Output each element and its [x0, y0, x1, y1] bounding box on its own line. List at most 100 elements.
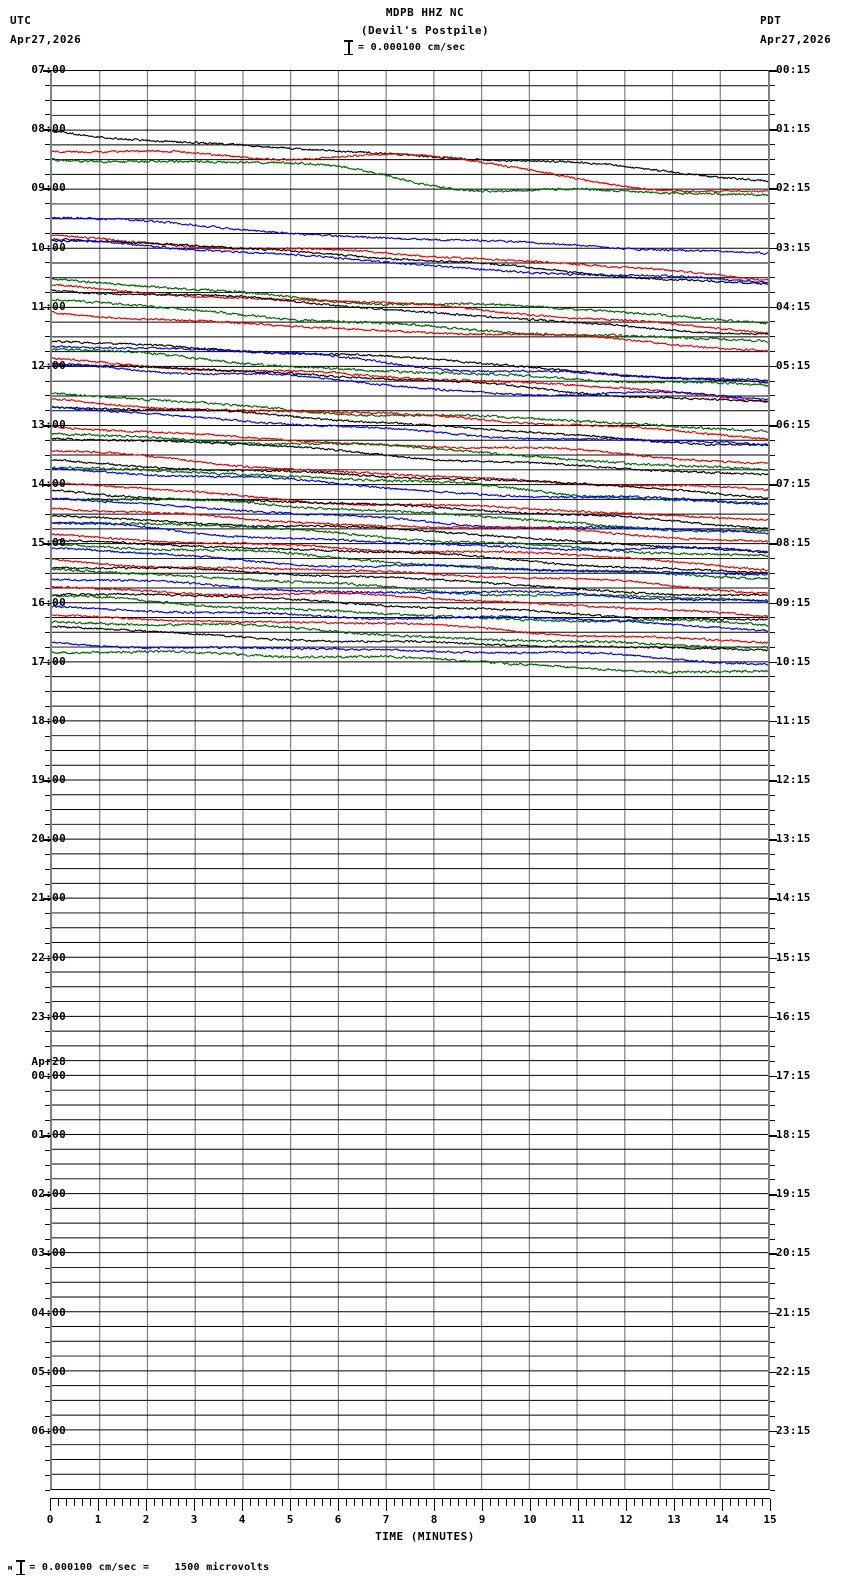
x-tick-label: 9: [478, 1513, 486, 1526]
minor-axis-tick: [45, 1179, 50, 1181]
minor-axis-tick: [45, 632, 50, 634]
minor-axis-tick: [45, 735, 50, 737]
minor-axis-tick: [45, 484, 50, 486]
utc-date-label: Apr27,2026: [10, 33, 82, 46]
minor-axis-tick: [45, 351, 50, 353]
minor-axis-tick: [770, 1061, 775, 1063]
x-tick-label: 15: [763, 1513, 777, 1526]
minor-axis-tick: [45, 188, 50, 190]
minor-axis-tick: [770, 158, 775, 160]
minor-axis-tick: [45, 750, 50, 752]
pdt-axis-tick: [769, 1194, 777, 1196]
x-minor-tick: [274, 1499, 275, 1506]
minor-axis-tick: [45, 1297, 50, 1299]
x-major-tick: [578, 1499, 579, 1511]
minor-axis-tick: [770, 1401, 775, 1403]
x-tick-label: 13: [667, 1513, 681, 1526]
x-minor-tick: [450, 1499, 451, 1506]
x-minor-tick: [554, 1499, 555, 1506]
minor-axis-tick: [45, 158, 50, 160]
x-tick-label: 14: [715, 1513, 729, 1526]
minor-axis-tick: [45, 913, 50, 915]
x-minor-tick: [210, 1499, 211, 1506]
x-minor-tick: [154, 1499, 155, 1506]
minor-axis-tick: [770, 1297, 775, 1299]
pdt-time-label: 03:15: [776, 240, 811, 254]
minor-axis-tick: [45, 1194, 50, 1196]
minor-axis-tick: [45, 277, 50, 279]
utc-time-label: 14:00: [31, 477, 66, 490]
utc-time-label: 19:00: [31, 773, 66, 786]
x-axis-ticks: [50, 1499, 771, 1511]
horizontal-gridlines: [52, 85, 768, 1475]
minor-axis-tick: [770, 1327, 775, 1329]
minor-axis-tick: [45, 927, 50, 929]
pdt-axis-tick: [769, 602, 777, 604]
x-minor-tick: [610, 1499, 611, 1506]
pdt-time-label: 11:15: [776, 713, 811, 727]
station-location: (Devil's Postpile): [360, 24, 490, 37]
minor-axis-tick: [45, 454, 50, 456]
x-minor-tick: [138, 1499, 139, 1506]
x-minor-tick: [618, 1499, 619, 1506]
pdt-axis-tick: [769, 1253, 777, 1255]
utc-time-label: 10:00: [31, 241, 66, 254]
minor-axis-tick: [45, 1001, 50, 1003]
minor-axis-tick: [45, 99, 50, 101]
minor-axis-tick: [45, 868, 50, 870]
minor-axis-tick: [770, 794, 775, 796]
minor-axis-tick: [770, 853, 775, 855]
minor-axis-tick: [45, 883, 50, 885]
x-minor-tick: [306, 1499, 307, 1506]
utc-time-label: 17:00: [31, 655, 66, 668]
minor-axis-tick: [45, 1120, 50, 1122]
utc-time-label: 08:00: [31, 122, 66, 135]
minor-axis-tick: [45, 957, 50, 959]
minor-axis-tick: [770, 1120, 775, 1122]
pdt-time-label: 04:15: [776, 299, 811, 313]
scale-reference: = 0.000100 cm/sec: [344, 40, 465, 55]
utc-time-label: 02:00: [31, 1187, 66, 1200]
minor-axis-tick: [45, 1238, 50, 1240]
minor-axis-tick: [770, 1416, 775, 1418]
footer-text: = 0.000100 cm/sec = 1500 microvolts: [29, 1562, 270, 1573]
minor-axis-tick: [45, 987, 50, 989]
x-tick-label: 10: [523, 1513, 537, 1526]
helicorder-plot[interactable]: [50, 70, 770, 1490]
x-tick-label: 6: [334, 1513, 342, 1526]
minor-axis-tick: [770, 1342, 775, 1344]
minor-axis-tick: [45, 853, 50, 855]
x-minor-tick: [466, 1499, 467, 1506]
x-minor-tick: [458, 1499, 459, 1506]
pdt-time-label: 07:15: [776, 477, 811, 491]
x-tick-label: 8: [430, 1513, 438, 1526]
x-minor-tick: [570, 1499, 571, 1506]
minor-axis-tick: [770, 336, 775, 338]
minor-axis-tick: [45, 84, 50, 86]
minor-axis-tick: [770, 572, 775, 574]
x-minor-tick: [298, 1499, 299, 1506]
minor-axis-tick: [45, 232, 50, 234]
x-minor-tick: [106, 1499, 107, 1506]
pdt-time-label: 06:15: [776, 418, 811, 431]
minor-axis-tick: [770, 676, 775, 678]
x-minor-tick: [410, 1499, 411, 1506]
minor-axis-tick: [770, 114, 775, 116]
utc-time-label: 15:00: [31, 536, 66, 549]
footer-prefix-glyph: м: [8, 1563, 13, 1572]
x-major-tick: [434, 1499, 435, 1511]
minor-axis-tick: [770, 1445, 775, 1447]
x-minor-tick: [474, 1499, 475, 1506]
minor-axis-tick: [770, 173, 775, 175]
minor-axis-tick: [45, 439, 50, 441]
pdt-time-label: 22:15: [776, 1364, 811, 1378]
minor-axis-tick: [45, 1342, 50, 1344]
minor-axis-tick: [770, 410, 775, 412]
x-minor-tick: [594, 1499, 595, 1506]
minor-axis-tick: [770, 632, 775, 634]
x-minor-tick: [546, 1499, 547, 1506]
x-minor-tick: [90, 1499, 91, 1506]
x-tick-label: 5: [286, 1513, 294, 1526]
x-minor-tick: [586, 1499, 587, 1506]
x-tick-label: 4: [238, 1513, 246, 1526]
